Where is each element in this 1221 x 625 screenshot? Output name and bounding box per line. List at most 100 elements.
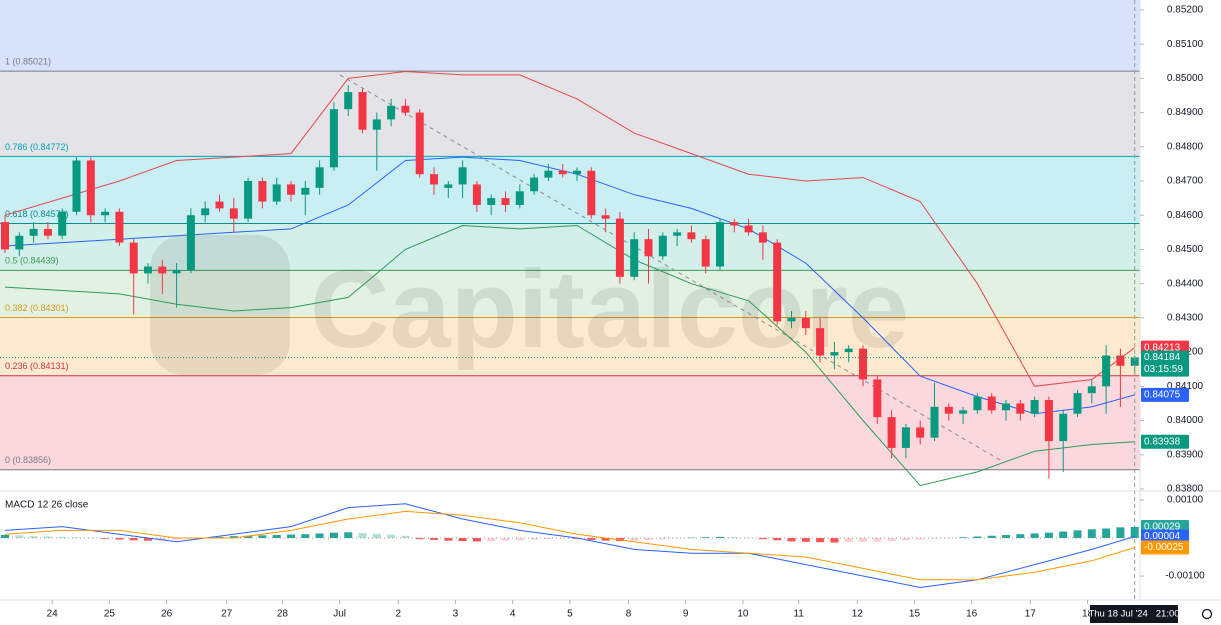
candle-body <box>630 239 639 277</box>
price-badge-label: 0.84075 <box>1144 390 1181 401</box>
histogram-bar <box>29 536 38 539</box>
price-badge <box>1141 540 1189 555</box>
candle-body <box>1016 403 1025 414</box>
candle-body <box>673 232 682 236</box>
x-tick-label: 24 <box>47 609 59 620</box>
histogram-bar <box>144 538 153 541</box>
fib-label: 0.5 (0.84439) <box>5 256 59 266</box>
candle-body <box>72 160 81 212</box>
histogram-bar <box>901 538 910 541</box>
y-tick-label: 0.84100 <box>1167 381 1204 392</box>
histogram-bar <box>1059 531 1068 539</box>
candle-body <box>144 266 153 274</box>
candle-body <box>758 232 767 243</box>
histogram-bar <box>172 538 181 540</box>
histogram-bar <box>15 535 24 539</box>
histogram-bar <box>229 536 238 539</box>
x-tick-label: 3 <box>453 609 459 620</box>
candle-body <box>201 208 210 216</box>
candle-body <box>573 170 582 175</box>
candle-body <box>973 396 982 411</box>
y-tick-label: 0.84400 <box>1167 278 1204 289</box>
histogram-bar <box>658 538 667 540</box>
x-tick-label: 17 <box>1025 609 1037 620</box>
fib-label: 1 (0.85021) <box>5 57 51 67</box>
x-tick-label: 18 <box>1082 609 1094 620</box>
candle-body <box>816 328 825 356</box>
candle-body <box>987 396 996 411</box>
x-tick-label: 11 <box>793 609 804 620</box>
candle-body <box>287 184 296 195</box>
watermark-group: Capitalcore <box>150 235 909 375</box>
fib-zone <box>0 71 1140 157</box>
price-badge <box>1141 387 1189 402</box>
y-tick-label: 0.85100 <box>1167 39 1204 50</box>
candle-body <box>959 410 968 414</box>
fib-label: 0.236 (0.84131) <box>5 361 69 371</box>
histogram-bar <box>43 536 52 539</box>
candle-body <box>830 352 839 356</box>
histogram-bar <box>301 534 310 539</box>
histogram-bar <box>701 537 710 539</box>
candle-body <box>587 170 596 216</box>
watermark-text: Capitalcore <box>310 248 909 371</box>
x-tick-label: 16 <box>966 609 978 620</box>
y-tick-label: 0.84900 <box>1167 107 1204 118</box>
candle-body <box>658 235 667 257</box>
fib-zone <box>0 375 1140 470</box>
settings-icon[interactable] <box>1201 608 1213 620</box>
candle-body <box>1059 413 1068 442</box>
histogram-bar <box>387 534 396 539</box>
y-tick-label: 0.84700 <box>1167 176 1204 187</box>
candle-body <box>615 218 624 277</box>
histogram-bar <box>501 538 510 541</box>
y-tick-label: 0.84300 <box>1167 313 1204 324</box>
histogram-bar <box>515 538 524 541</box>
candle-body <box>716 222 725 267</box>
candle-body <box>344 92 353 110</box>
candle-body <box>859 348 868 380</box>
y-tick-label: 0.84800 <box>1167 141 1204 152</box>
y-tick-label: 0.85000 <box>1167 73 1204 84</box>
histogram-bar <box>1030 533 1039 539</box>
candle-body <box>158 266 167 274</box>
candle-body <box>229 208 238 219</box>
candle-body <box>687 232 696 240</box>
histogram-bar <box>487 538 496 542</box>
candle-body <box>387 105 396 120</box>
price-badge <box>1141 434 1189 449</box>
histogram-bar <box>401 535 410 539</box>
histogram-bar <box>415 538 424 540</box>
histogram-bar <box>544 538 553 540</box>
x-tick-label: 10 <box>737 609 749 620</box>
histogram-bar <box>472 538 481 542</box>
y-tick-label: 0.83900 <box>1167 449 1204 460</box>
candle-body <box>787 317 796 322</box>
price-badge <box>1141 529 1189 544</box>
price-badge-label: 0.84184 <box>1144 352 1181 363</box>
candle-body <box>472 184 481 205</box>
histogram-bar <box>458 538 467 542</box>
histogram-bar <box>129 538 138 541</box>
candle-body <box>43 228 52 236</box>
histogram-bar <box>987 535 996 539</box>
histogram-bar <box>86 537 95 539</box>
candle-body <box>58 211 67 236</box>
candle-body <box>916 427 925 438</box>
price-badge-label: -0.00025 <box>1144 542 1184 553</box>
candle-body <box>1087 386 1096 394</box>
histogram-bar <box>816 538 825 543</box>
macd-title: MACD 12 26 close <box>5 500 89 511</box>
x-tick-label: 28 <box>277 609 289 620</box>
y-tick-label: 0.84600 <box>1167 210 1204 221</box>
price-badge-label: 0.00029 <box>1144 522 1181 533</box>
fib-label: 0.618 (0.84576) <box>5 209 69 219</box>
candle-body <box>458 167 467 185</box>
histogram-bar <box>444 538 453 541</box>
y-tick-label: 0.00100 <box>1167 495 1204 506</box>
histogram-bar <box>959 537 968 539</box>
x-tick-label: 9 <box>683 609 689 620</box>
candle-body <box>601 215 610 219</box>
candle-body <box>329 109 338 168</box>
